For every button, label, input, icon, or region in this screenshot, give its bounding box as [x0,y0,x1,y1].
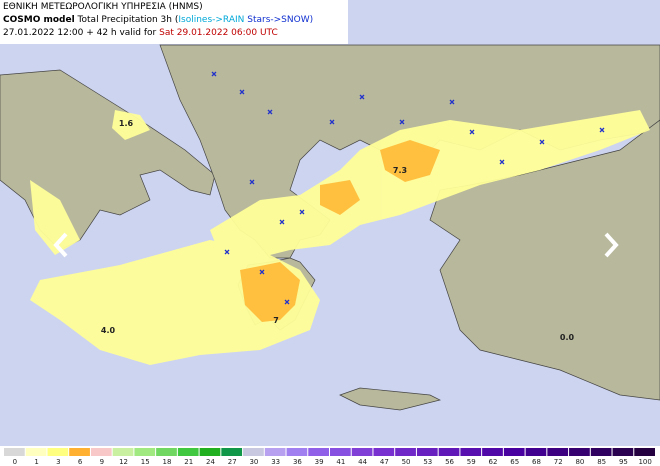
legend-swatch [221,448,243,456]
legend: 0 1 3 6 9 12 15 18 21 24 27 30 33 36 39 41 44 47 50 53 56 59 6… [0,446,660,466]
legend-swatch [395,448,416,456]
legend-label: 44 [358,458,367,466]
legend-swatch [112,448,134,456]
legend-label: 15 [141,458,150,466]
map-value-label: 7 [273,316,279,325]
valid: Sat 29.01.2022 06:00 UTC [159,28,278,38]
legend-label: 21 [184,458,193,466]
legend-label: 68 [532,458,541,466]
precipitation-moderate [240,140,440,322]
legend-label: 80 [575,458,584,466]
legend-label: 24 [206,458,215,466]
legend-label: 1 [34,458,38,466]
legend-label: 0 [13,458,17,466]
legend-swatch [416,448,438,456]
legend-swatch [286,448,308,456]
legend-swatch [308,448,329,456]
legend-swatch [25,448,47,456]
next-arrow[interactable] [604,232,619,258]
legend-label: 18 [163,458,172,466]
legend-swatch [547,448,569,456]
legend-label: 3 [56,458,60,466]
legend-label: 65 [510,458,519,466]
legend-swatch [177,448,199,456]
legend-swatch [134,448,156,456]
legend-swatch [4,448,25,456]
header: ΕΘΝΙΚΗ ΜΕΤΕΩΡΟΛΟΓΙΚΗ ΥΠΗΡΕΣΙΑ (HNMS) COS… [0,0,348,44]
legend-swatch [199,448,221,456]
legend-swatch [373,448,395,456]
legend-swatch [438,448,460,456]
legend-label: 100 [638,458,651,466]
snow-stars [211,71,605,305]
legend-label: 30 [249,458,258,466]
prev-arrow[interactable] [53,232,68,258]
legend-label: 85 [597,458,606,466]
map-value-label: 1.6 [119,119,134,128]
legend-swatch [634,448,655,456]
legend-label: 27 [228,458,237,466]
legend-label: 12 [119,458,128,466]
legend-label: 33 [271,458,280,466]
legend-swatch [243,448,264,456]
model: COSMO model [3,15,75,25]
map-value-label: 0.0 [560,333,575,342]
legend-label: 59 [467,458,476,466]
legend-swatch [47,448,69,456]
legend-label: 53 [423,458,432,466]
legend-label: 6 [78,458,83,466]
legend-swatch [590,448,612,456]
legend-swatch [351,448,373,456]
legend-swatch [264,448,286,456]
legend-swatch [460,448,482,456]
legend-swatch [612,448,634,456]
map: 1.6 4.0 7.3 7 0.0 [0,0,660,446]
agency: ΕΘΝΙΚΗ ΜΕΤΕΩΡΟΛΟΓΙΚΗ ΥΠΗΡΕΣΙΑ (HNMS) [3,2,203,12]
map-value-label: 7.3 [393,166,407,175]
legend-swatch [90,448,112,456]
legend-swatch [482,448,503,456]
run: 27.01.2022 12:00 + 42 h valid for [3,28,157,38]
legend-label: 62 [489,458,498,466]
legend-swatch [503,448,525,456]
product: Total Precipitation 3h ( [77,15,179,25]
legend-label: 41 [336,458,345,466]
legend-swatch [525,448,547,456]
legend-label: 72 [554,458,563,466]
snow-note: Stars->SNOW) [247,15,314,25]
legend-label: 56 [445,458,454,466]
legend-swatch [569,448,590,456]
legend-label: 39 [315,458,324,466]
map-value-label: 4.0 [101,326,116,335]
legend-label: 9 [100,458,104,466]
legend-swatch [69,448,90,456]
legend-swatch [156,448,177,456]
legend-label: 47 [380,458,389,466]
legend-label: 95 [619,458,628,466]
run-line: 27.01.2022 12:00 + 42 h valid for Sat 29… [3,27,345,40]
rain-note: Isolines->RAIN [178,15,245,25]
legend-label: 36 [293,458,302,466]
title-line: COSMO model Total Precipitation 3h (Isol… [3,14,345,27]
legend-swatch [330,448,351,456]
legend-label: 50 [402,458,411,466]
